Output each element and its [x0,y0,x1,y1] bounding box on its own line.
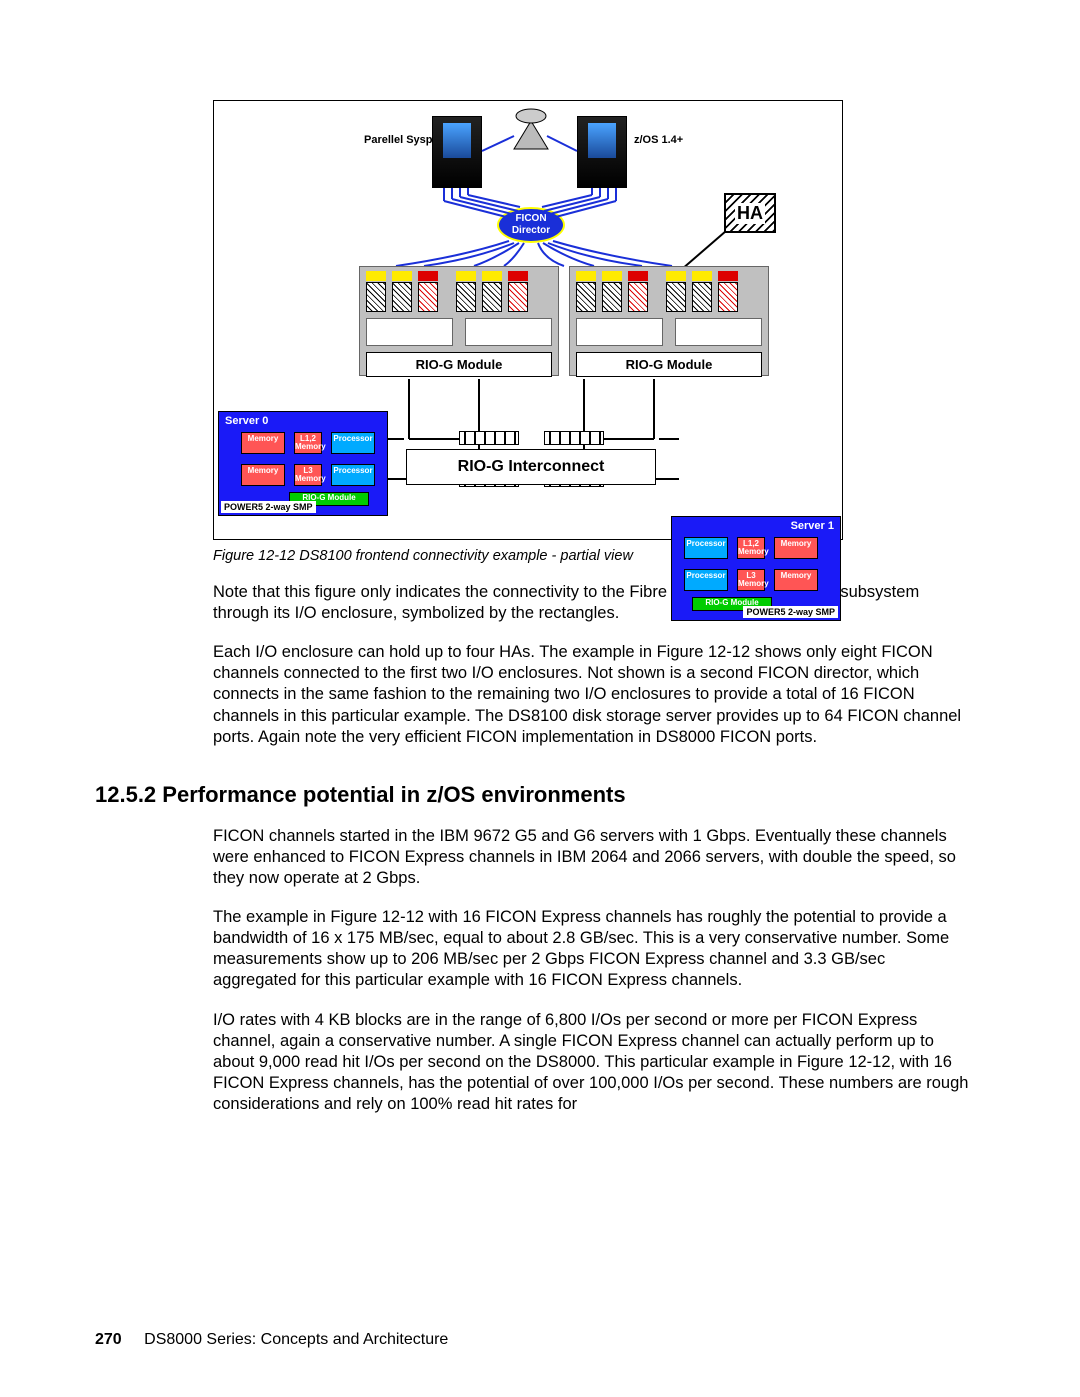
figure-12-12: Parellel Sysplex z/OS 1.4+ HA FICON Dire… [213,100,843,540]
l3-chip: L3 Memory [737,569,765,591]
server-0: Server 0 Memory L1,2 Memory Processor Me… [218,411,388,516]
rio-g-module-label-left: RIO-G Module [366,352,552,377]
mainframe-left [432,116,482,188]
paragraph: The example in Figure 12-12 with 16 FICO… [213,907,973,991]
rio-g-interconnect-label: RIO-G Interconnect [406,449,656,485]
ficon-director: FICON Director [497,207,565,243]
server-1: Server 1 Processor L1,2 Memory Memory Pr… [671,516,841,621]
io-enclosure-left: RIO-G Module [359,266,559,376]
disk-icon [514,107,548,125]
memory-chip: Memory [241,432,285,454]
footer-title: DS8000 Series: Concepts and Architecture [144,1331,448,1348]
paragraph: I/O rates with 4 KB blocks are in the ra… [213,1010,973,1116]
paragraph: Note that this figure only indicates the… [213,582,973,624]
mainframe-right [577,116,627,188]
paragraph: FICON channels started in the IBM 9672 G… [213,826,973,889]
ha-text: HA [735,203,765,224]
label-zos: z/OS 1.4+ [634,134,683,146]
io-enclosure-right: RIO-G Module [569,266,769,376]
mini-connector [459,431,519,445]
server1-title: Server 1 [791,520,834,532]
processor-chip: Processor [331,464,375,486]
memory-chip: Memory [774,569,818,591]
rio-g-module-label-right: RIO-G Module [576,352,762,377]
memory-chip: Memory [241,464,285,486]
page-number: 270 [95,1331,122,1348]
figure-caption: Figure 12-12 DS8100 frontend connectivit… [213,548,985,564]
power5-label: POWER5 2-way SMP [221,501,316,513]
processor-chip: Processor [684,537,728,559]
l12-chip: L1,2 Memory [294,432,322,454]
l3-chip: L3 Memory [294,464,322,486]
l12-chip: L1,2 Memory [737,537,765,559]
memory-chip: Memory [774,537,818,559]
paragraph: Each I/O enclosure can hold up to four H… [213,642,973,748]
mini-connector [544,431,604,445]
section-heading: 12.5.2 Performance potential in z/OS env… [95,782,985,808]
processor-chip: Processor [331,432,375,454]
processor-chip: Processor [684,569,728,591]
ha-label-box: HA [724,193,776,233]
server0-title: Server 0 [225,415,268,427]
page-footer: 270 DS8000 Series: Concepts and Architec… [95,1331,448,1349]
power5-label: POWER5 2-way SMP [743,606,838,618]
